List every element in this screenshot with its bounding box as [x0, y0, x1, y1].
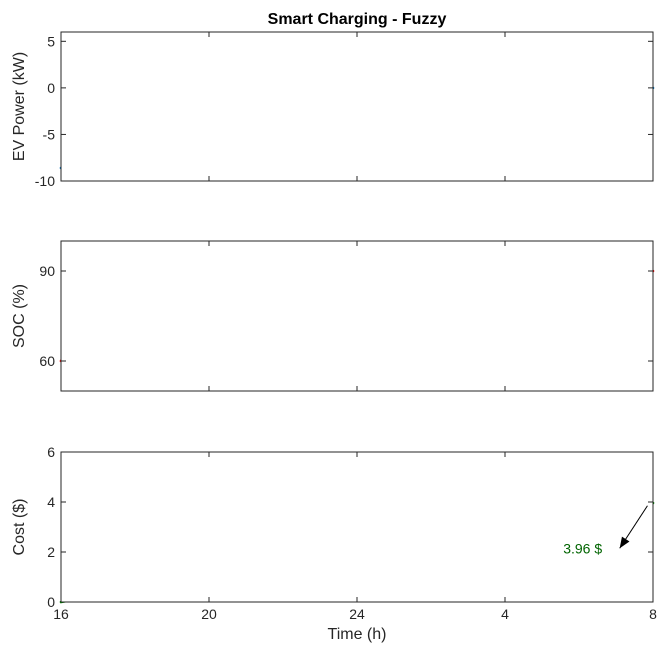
- annotation-text: 3.96 $: [563, 540, 602, 556]
- axes-box: [60, 240, 654, 392]
- y-axis-label: EV Power (kW): [11, 52, 28, 161]
- axes-panel-1: -10 -5 0 5 EV Power (kW) Smart Charging - Fuz…: [11, 11, 655, 189]
- axes-box: [60, 451, 654, 603]
- y-tick-label: -10: [35, 173, 55, 189]
- chart-title: Smart Charging - Fuzzy: [268, 11, 447, 28]
- axes-panel-2: 60 90 SOC (%): [11, 240, 655, 392]
- annotation-arrow-head: [619, 536, 630, 549]
- x-tick-label: 24: [349, 606, 365, 622]
- y-tick-label: 90: [39, 263, 55, 279]
- axes-box: [60, 31, 654, 182]
- y-tick-label: 0: [47, 80, 55, 96]
- y-tick-label: 0: [47, 594, 55, 610]
- x-tick-label: 20: [201, 606, 217, 622]
- y-axis-label: Cost ($): [11, 499, 28, 556]
- y-tick-label: 5: [47, 33, 55, 49]
- y-tick-label: 6: [47, 444, 55, 460]
- y-tick-label: 2: [47, 544, 55, 560]
- x-tick-label: 4: [501, 606, 509, 622]
- x-axis-label: Time (h): [328, 626, 387, 643]
- y-tick-label: 60: [39, 353, 55, 369]
- y-tick-label: 4: [47, 494, 55, 510]
- x-tick-label: 16: [53, 606, 69, 622]
- y-tick-label: -5: [43, 126, 56, 142]
- y-axis-label: SOC (%): [11, 284, 28, 348]
- x-tick-label: 8: [649, 606, 657, 622]
